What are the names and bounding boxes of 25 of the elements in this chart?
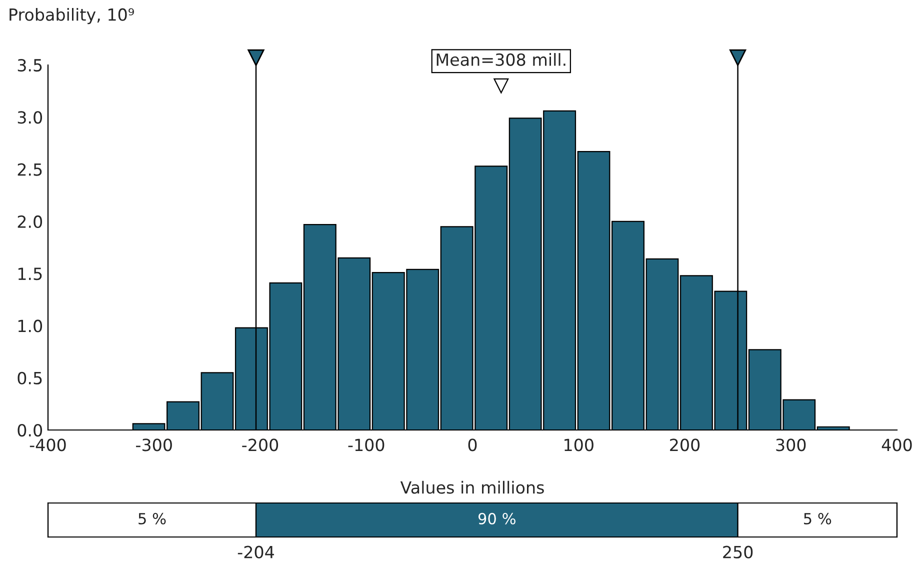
text: -204: [238, 546, 274, 558]
x-tick-label: 400: [882, 438, 912, 452]
x-tick-label: 100: [564, 438, 594, 452]
annotation: Mean=308 mill.: [436, 53, 566, 66]
text: 250: [723, 546, 753, 558]
y-tick-label: 2.5: [18, 163, 42, 176]
x-tick-label: 200: [670, 438, 700, 452]
text: Values in millions: [400, 480, 544, 494]
y-tick-label: 1.0: [18, 320, 42, 332]
y-tick-label: 3.5: [18, 58, 42, 72]
x-tick-label: 300: [776, 438, 806, 452]
y-tick-label: 0.0: [18, 424, 42, 437]
text: 90 %: [478, 512, 516, 524]
x-tick-label: -400: [30, 438, 66, 452]
y-axis-title: Probability, 10⁹: [10, 8, 134, 24]
y-tick-label: 1.5: [18, 268, 42, 280]
x-tick-label: -200: [242, 438, 278, 452]
x-tick-label: -300: [136, 438, 172, 452]
x-tick-label: -100: [348, 438, 384, 452]
x-tick-label: 0: [468, 438, 477, 452]
y-tick-label: 0.5: [18, 372, 42, 384]
y-tick-label: 3.0: [18, 111, 42, 124]
y-tick-label: 2.0: [18, 215, 42, 228]
text: 5 %: [804, 512, 832, 524]
text: 5 %: [138, 512, 166, 524]
